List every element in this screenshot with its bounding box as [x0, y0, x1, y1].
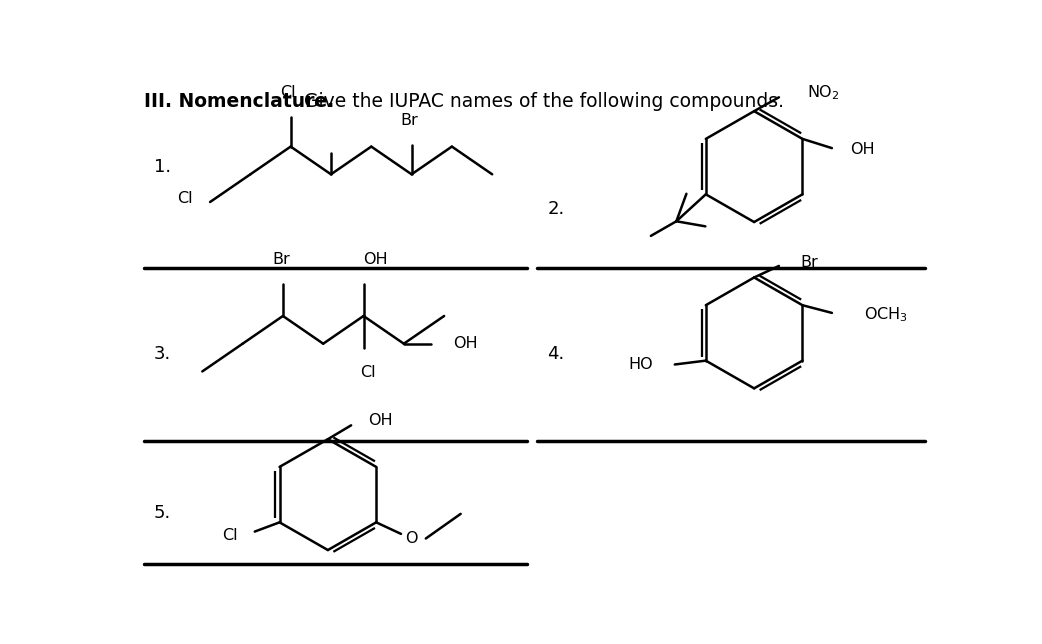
Text: Br: Br — [800, 256, 818, 270]
Text: 1.: 1. — [153, 158, 171, 176]
Text: Cl: Cl — [361, 365, 376, 380]
Text: III. Nomenclature.: III. Nomenclature. — [144, 92, 334, 111]
Text: Cl: Cl — [280, 86, 296, 100]
Text: NO$_2$: NO$_2$ — [807, 83, 840, 102]
Text: Cl: Cl — [222, 528, 238, 543]
Text: Cl: Cl — [177, 191, 193, 207]
Text: Give the IUPAC names of the following compounds.: Give the IUPAC names of the following co… — [298, 92, 785, 111]
Text: Br: Br — [400, 113, 418, 128]
Text: HO: HO — [628, 357, 653, 372]
Text: Br: Br — [273, 252, 291, 267]
Text: 2.: 2. — [547, 200, 565, 218]
Text: OH: OH — [452, 336, 477, 351]
Text: 3.: 3. — [153, 345, 171, 363]
Text: OCH$_3$: OCH$_3$ — [865, 305, 909, 324]
Text: OH: OH — [368, 413, 393, 428]
Text: OH: OH — [850, 142, 875, 157]
Text: O: O — [405, 531, 418, 546]
Text: 5.: 5. — [153, 504, 171, 522]
Text: 4.: 4. — [547, 345, 565, 363]
Text: OH: OH — [363, 252, 388, 267]
